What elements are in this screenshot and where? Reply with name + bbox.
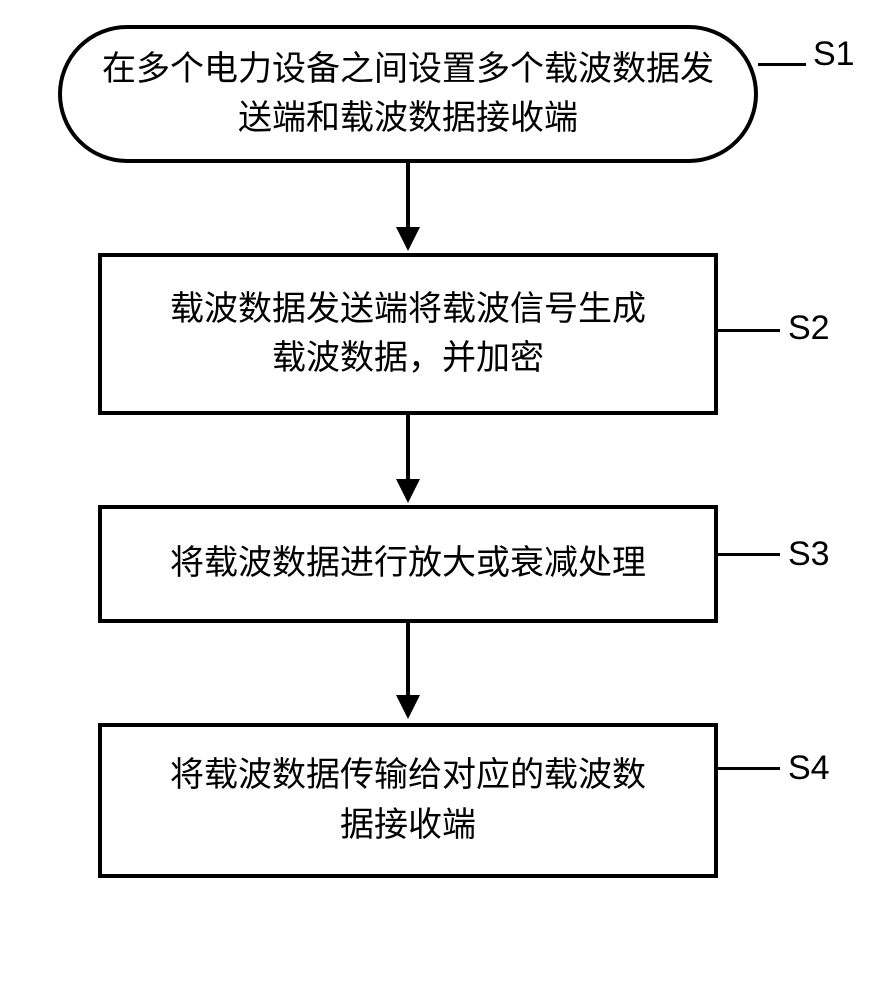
flowchart-container: 在多个电力设备之间设置多个载波数据发 送端和载波数据接收端 载波数据发送端将载波…	[50, 25, 840, 878]
arrow-s1-s2	[58, 163, 758, 253]
node-s2-line1: 载波数据发送端将载波信号生成	[170, 285, 646, 334]
arrow-s2-s3	[58, 415, 758, 505]
leader-s1	[758, 63, 806, 66]
arrow-icon	[388, 623, 428, 723]
node-s1-line1: 在多个电力设备之间设置多个载波数据发	[102, 45, 714, 94]
label-s3: S3	[788, 535, 830, 574]
leader-s2	[718, 329, 780, 332]
node-s4: 将载波数据传输给对应的载波数 据接收端	[98, 723, 718, 878]
label-s2: S2	[788, 309, 830, 348]
node-s4-line2: 据接收端	[170, 801, 646, 850]
node-s2-text: 载波数据发送端将载波信号生成 载波数据，并加密	[170, 285, 646, 384]
node-s3-line1: 将载波数据进行放大或衰减处理	[170, 539, 646, 588]
label-s1: S1	[813, 35, 855, 74]
node-s2-line2: 载波数据，并加密	[170, 334, 646, 383]
label-s4: S4	[788, 749, 830, 788]
node-s1-text: 在多个电力设备之间设置多个载波数据发 送端和载波数据接收端	[102, 45, 714, 144]
node-s4-line1: 将载波数据传输给对应的载波数	[170, 751, 646, 800]
node-s4-text: 将载波数据传输给对应的载波数 据接收端	[170, 751, 646, 850]
node-s2: 载波数据发送端将载波信号生成 载波数据，并加密	[98, 253, 718, 415]
leader-s4	[718, 767, 780, 770]
node-s1-line2: 送端和载波数据接收端	[102, 94, 714, 143]
leader-s3	[718, 553, 780, 556]
arrow-icon	[388, 415, 428, 505]
node-s1: 在多个电力设备之间设置多个载波数据发 送端和载波数据接收端	[58, 25, 758, 163]
node-s3-text: 将载波数据进行放大或衰减处理	[170, 539, 646, 588]
arrow-icon	[388, 163, 428, 253]
node-s3: 将载波数据进行放大或衰减处理	[98, 505, 718, 623]
arrow-s3-s4	[58, 623, 758, 723]
